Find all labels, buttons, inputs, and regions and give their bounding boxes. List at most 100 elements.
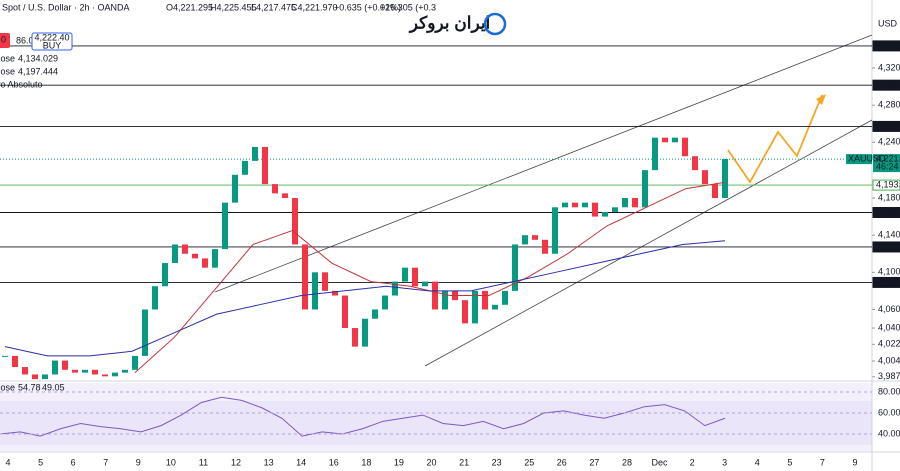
countdown: 46:24 bbox=[876, 161, 899, 171]
ohlc-change2: +16.305 (+0.3 bbox=[380, 2, 436, 12]
price-tick-label: 4,140.00 bbox=[878, 230, 900, 240]
candle bbox=[312, 272, 318, 310]
candle bbox=[672, 137, 678, 143]
date-label: 27 bbox=[589, 457, 599, 467]
rsi-name: close bbox=[0, 382, 15, 392]
date-label: 20 bbox=[426, 457, 436, 467]
indicator-value: 4,134.029 bbox=[18, 53, 58, 63]
candle bbox=[392, 281, 398, 296]
candle bbox=[12, 355, 18, 368]
candle bbox=[432, 281, 438, 310]
candle bbox=[682, 137, 688, 157]
indicator-value: 4,197.444 bbox=[18, 66, 58, 76]
candle bbox=[612, 207, 618, 212]
candle bbox=[602, 211, 608, 217]
projection-path bbox=[727, 94, 823, 184]
symbol-label: XAUUSD bbox=[848, 153, 886, 163]
candle bbox=[382, 295, 388, 310]
candle bbox=[492, 304, 498, 310]
date-label: 16 bbox=[329, 457, 339, 467]
candle bbox=[22, 367, 28, 375]
candle bbox=[512, 244, 518, 291]
price-tick-label: 4,280.00 bbox=[878, 100, 900, 110]
candle bbox=[722, 159, 728, 199]
ohlc-change: +0.635 (+0.02%) bbox=[334, 2, 401, 12]
candle bbox=[342, 295, 348, 329]
candle bbox=[482, 290, 488, 310]
rsi-tick-label: 80.00 bbox=[878, 386, 900, 396]
candle bbox=[522, 235, 528, 245]
candle bbox=[302, 244, 308, 310]
date-label: 3 bbox=[722, 457, 727, 467]
level-label: 4,164.4 bbox=[876, 207, 900, 217]
candle bbox=[552, 207, 558, 254]
candle bbox=[172, 244, 178, 264]
candle bbox=[272, 184, 278, 194]
price-tick-label: 4,060.00 bbox=[878, 304, 900, 314]
ma-blue bbox=[4, 240, 726, 357]
channel-lower bbox=[424, 119, 873, 367]
price-tick-label: 4,004.50 bbox=[878, 355, 900, 365]
date-label: 7 bbox=[820, 457, 825, 467]
candle bbox=[232, 174, 238, 203]
rsi-tick-label: 60.00 bbox=[878, 407, 900, 417]
date-label: 14 bbox=[296, 457, 306, 467]
indicator-name: close bbox=[0, 53, 15, 63]
rsi-value: 54.78 bbox=[18, 382, 41, 392]
candle bbox=[2, 355, 8, 357]
candle bbox=[332, 290, 338, 296]
logo-text: ایران بروکر bbox=[408, 13, 491, 33]
candle bbox=[182, 244, 188, 254]
indicator-name: close bbox=[0, 66, 15, 76]
level-label: 4,089.1 bbox=[876, 277, 900, 287]
candle bbox=[32, 374, 38, 380]
projection-arrow bbox=[816, 94, 826, 105]
level-tag bbox=[872, 276, 900, 288]
candle bbox=[702, 170, 708, 185]
level-label: 4,193.9 bbox=[876, 179, 900, 189]
date-label: 18 bbox=[361, 457, 371, 467]
price-tick-label: 4,320.00 bbox=[878, 62, 900, 72]
channel-upper bbox=[214, 34, 873, 293]
current-label: 4,221.9 bbox=[876, 153, 900, 163]
candle bbox=[402, 267, 408, 282]
date-label: 5 bbox=[38, 457, 43, 467]
candle bbox=[622, 198, 628, 208]
date-label: Dec bbox=[652, 457, 669, 467]
ohlc-close: C4,221.970 bbox=[291, 2, 338, 12]
candle bbox=[592, 202, 598, 217]
ohlc-high: H4,225.455 bbox=[210, 2, 257, 12]
date-label: 7 bbox=[103, 457, 108, 467]
sell-button[interactable] bbox=[0, 33, 10, 48]
date-label: 4 bbox=[5, 457, 10, 467]
date-label: 23 bbox=[492, 457, 502, 467]
candle bbox=[462, 300, 468, 324]
rsi-tick-label: 40.00 bbox=[878, 428, 900, 438]
candle bbox=[262, 146, 268, 185]
candle bbox=[632, 198, 638, 208]
candle bbox=[542, 239, 548, 254]
candle bbox=[162, 263, 168, 287]
buy-price: 4,222.40 bbox=[34, 32, 69, 42]
price-tick-label: 4,040.00 bbox=[878, 322, 900, 332]
date-label: 5 bbox=[787, 457, 792, 467]
candle bbox=[152, 286, 158, 310]
spread: 86.0 bbox=[16, 35, 34, 45]
level-tag bbox=[872, 40, 900, 52]
ohlc-low: L4,217.475 bbox=[251, 2, 296, 12]
candle bbox=[42, 374, 48, 380]
candle bbox=[112, 372, 118, 377]
currency: USD bbox=[878, 18, 898, 28]
buy-button[interactable] bbox=[31, 32, 73, 51]
level-label: 4,301.5 bbox=[876, 80, 900, 90]
level-tag bbox=[872, 207, 900, 219]
candle bbox=[472, 290, 478, 324]
candle bbox=[352, 328, 358, 347]
candle bbox=[212, 249, 218, 268]
candle bbox=[192, 253, 198, 259]
candle bbox=[132, 355, 138, 370]
candle bbox=[442, 290, 448, 310]
price-tick-label: 4,180.00 bbox=[878, 192, 900, 202]
candle bbox=[252, 146, 258, 161]
